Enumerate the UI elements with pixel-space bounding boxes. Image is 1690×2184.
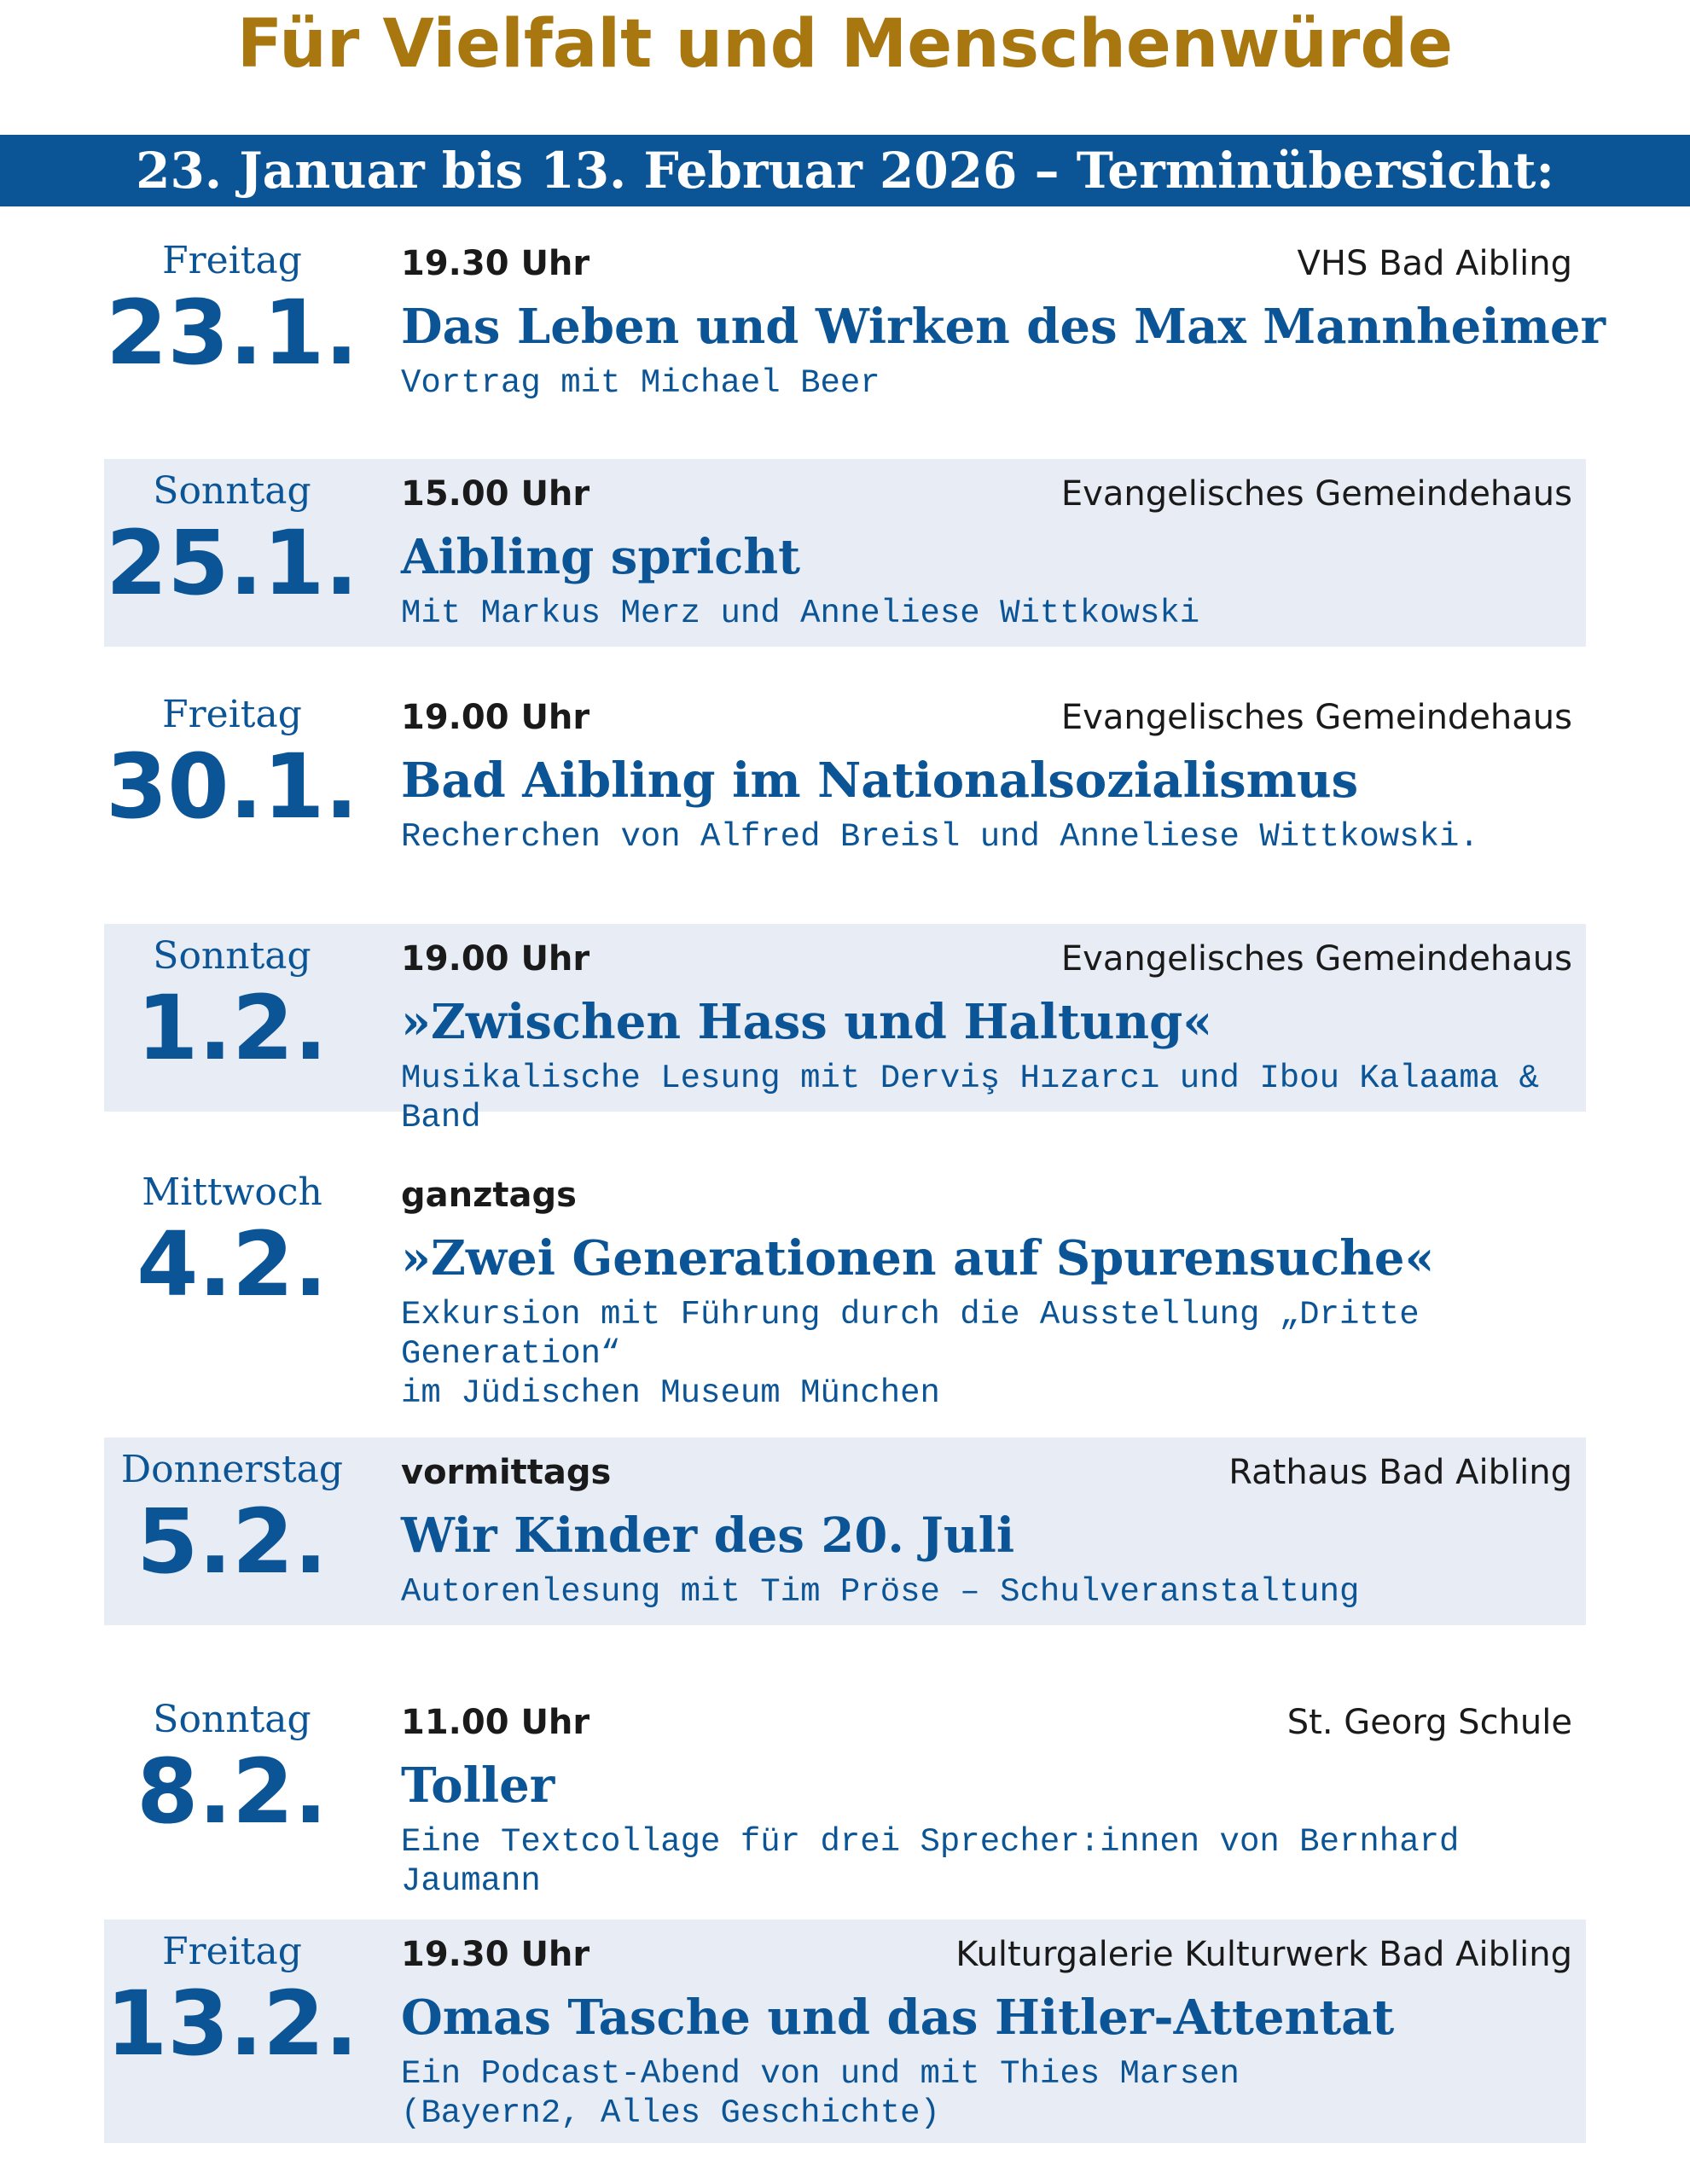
event-weekday: Freitag [162,1930,302,1973]
event-title: Bad Aibling im Nationalsozialismus [401,752,1359,809]
date-range-banner: 23. Januar bis 13. Februar 2026 – Termin… [0,135,1690,206]
event-venue: Evangelisches Gemeindehaus [1060,474,1572,514]
event-subtitle: Ein Podcast-Abend von und mit Thies Mars… [401,2055,1240,2132]
event-date: 4.2. [136,1212,328,1316]
event-row: Sonntag 8.2. 11.00 Uhr St. Georg Schule … [104,1687,1586,1900]
event-row: Donnerstag 5.2. vormittags Rathaus Bad A… [104,1438,1586,1625]
event-time: 19.00 Uhr [401,939,590,979]
event-venue: St. Georg Schule [1286,1703,1572,1742]
event-venue: Evangelisches Gemeindehaus [1060,939,1572,979]
event-venue: Kulturgalerie Kulturwerk Bad Aibling [955,1935,1572,1974]
event-date: 5.2. [136,1490,328,1594]
event-title: Toller [401,1757,555,1814]
event-row: Sonntag 25.1. 15.00 Uhr Evangelisches Ge… [104,459,1586,647]
event-subtitle: Autorenlesung mit Tim Pröse – Schulveran… [401,1573,1360,1611]
event-subtitle: Musikalische Lesung mit Derviş Hızarcı u… [401,1060,1540,1136]
event-title: Das Leben und Wirken des Max Mannheimer [401,299,1606,355]
event-venue: VHS Bad Aibling [1297,244,1572,283]
event-row: Freitag 30.1. 19.00 Uhr Evangelisches Ge… [104,682,1586,870]
event-subtitle: Eine Textcollage für drei Sprecher:innen… [401,1823,1460,1900]
event-title: »Zwischen Hass und Haltung« [401,994,1213,1050]
event-time: 11.00 Uhr [401,1703,590,1742]
event-date: 1.2. [136,976,328,1080]
event-subtitle: Recherchen von Alfred Breisl und Annelie… [401,818,1479,856]
banner-text: 23. Januar bis 13. Februar 2026 – Termin… [136,142,1554,200]
event-subtitle: Mit Markus Merz und Anneliese Wittkowski [401,595,1200,632]
event-time: 15.00 Uhr [401,474,590,514]
event-date: 30.1. [105,735,359,839]
event-time: 19.30 Uhr [401,1935,590,1974]
event-weekday: Sonntag [153,1698,311,1741]
event-time: 19.30 Uhr [401,244,590,283]
event-date: 8.2. [136,1740,328,1844]
event-venue: Rathaus Bad Aibling [1228,1453,1572,1492]
event-weekday: Donnerstag [120,1448,344,1491]
event-time: vormittags [401,1453,612,1492]
event-date: 23.1. [105,281,359,385]
event-row: Sonntag 1.2. 19.00 Uhr Evangelisches Gem… [104,924,1586,1136]
event-weekday: Freitag [162,239,302,282]
event-weekday: Mittwoch [142,1170,322,1214]
event-title: »Zwei Generationen auf Spurensuche« [401,1230,1435,1287]
event-row: Freitag 23.1. 19.30 Uhr VHS Bad Aibling … [104,229,1606,416]
event-title: Omas Tasche und das Hitler-Attentat [401,1989,1395,2046]
event-time: ganztags [401,1176,577,1215]
event-date: 25.1. [105,511,359,615]
event-subtitle: Vortrag mit Michael Beer [401,364,880,402]
event-date: 13.2. [105,1972,359,2076]
event-time: 19.00 Uhr [401,698,590,737]
page-title: Für Vielfalt und Menschenwürde [236,6,1454,83]
event-row: Freitag 13.2. 19.30 Uhr Kulturgalerie Ku… [104,1920,1586,2143]
event-venue: Evangelisches Gemeindehaus [1060,698,1572,737]
event-row: Mittwoch 4.2. ganztags »Zwei Generatione… [104,1160,1586,1412]
event-weekday: Sonntag [153,469,311,513]
event-title: Aibling spricht [401,529,800,585]
event-weekday: Freitag [162,693,302,736]
event-title: Wir Kinder des 20. Juli [401,1507,1015,1564]
event-weekday: Sonntag [153,934,311,978]
event-subtitle: Exkursion mit Führung durch die Ausstell… [401,1296,1420,1412]
